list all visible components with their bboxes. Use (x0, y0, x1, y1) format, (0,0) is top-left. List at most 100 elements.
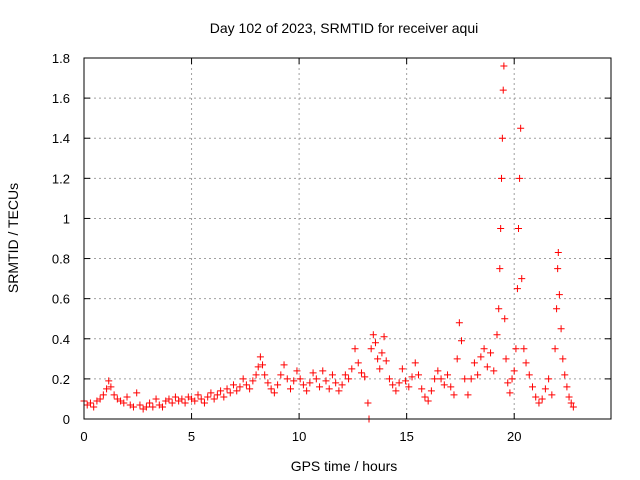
data-point (249, 377, 257, 385)
data-point (213, 391, 221, 399)
data-point (545, 375, 553, 383)
x-axis-label: GPS time / hours (291, 458, 398, 474)
data-point (293, 367, 301, 375)
data-point (242, 381, 250, 389)
data-point (142, 403, 150, 411)
data-point (424, 397, 432, 405)
y-tick-label: 1.6 (52, 91, 70, 106)
y-axis-label: SRMTID / TECUs (5, 183, 21, 293)
data-point (447, 383, 455, 391)
y-tick-label: 1.8 (52, 51, 70, 66)
data-point (553, 305, 561, 313)
data-point (504, 379, 512, 387)
y-tick-label: 0.8 (52, 252, 70, 267)
data-point (515, 224, 523, 232)
data-point (197, 395, 205, 403)
data-point (220, 393, 228, 401)
data-point (498, 174, 506, 182)
data-point (474, 371, 482, 379)
data-point (502, 355, 510, 363)
data-point (354, 359, 362, 367)
data-point (495, 305, 503, 313)
data-point (555, 291, 563, 299)
data-point (107, 383, 115, 391)
data-point (264, 379, 272, 387)
data-point (168, 399, 176, 407)
data-point (490, 367, 498, 375)
y-tick-label: 0 (63, 412, 70, 427)
data-point (382, 357, 390, 365)
data-point (477, 353, 485, 361)
data-point (538, 395, 546, 403)
data-point (464, 391, 472, 399)
data-point (226, 389, 234, 397)
data-point (129, 403, 137, 411)
data-point (493, 331, 501, 339)
data-point (252, 371, 260, 379)
data-point (541, 385, 549, 393)
data-point (376, 365, 384, 373)
data-point (380, 333, 388, 341)
data-point (338, 381, 346, 389)
data-point (371, 339, 379, 347)
data-point (178, 395, 186, 403)
y-tick-label: 1 (63, 211, 70, 226)
data-point (408, 373, 416, 381)
data-point (357, 369, 365, 377)
chart-title: Day 102 of 2023, SRMTID for receiver aqu… (210, 20, 478, 36)
data-point (374, 355, 382, 363)
x-tick-label: 20 (507, 429, 521, 444)
y-tick-label: 0.6 (52, 292, 70, 307)
data-point (223, 385, 231, 393)
data-point (470, 359, 478, 367)
data-point (405, 383, 413, 391)
data-point (567, 399, 575, 407)
data-point (398, 365, 406, 373)
data-point (103, 385, 111, 393)
data-point (431, 375, 439, 383)
data-point (517, 124, 525, 132)
data-point (123, 393, 131, 401)
data-point (532, 393, 540, 401)
data-point (487, 349, 495, 357)
data-point (500, 62, 508, 70)
data-point (561, 371, 569, 379)
data-point (207, 389, 215, 397)
data-point (361, 373, 369, 381)
data-point (508, 375, 516, 383)
data-point (559, 355, 567, 363)
data-point (565, 393, 573, 401)
data-point (204, 393, 212, 401)
data-point (236, 383, 244, 391)
data-point (149, 403, 157, 411)
data-point (461, 375, 469, 383)
data-point (105, 377, 113, 385)
data-point (152, 395, 160, 403)
data-point (569, 403, 577, 411)
x-tick-label: 0 (80, 429, 87, 444)
data-point (392, 387, 400, 395)
data-point (453, 355, 461, 363)
data-point (414, 371, 422, 379)
data-point (364, 399, 372, 407)
data-point (351, 345, 359, 353)
data-point (563, 383, 571, 391)
data-point (510, 367, 518, 375)
data-point (421, 393, 429, 401)
data-point (277, 371, 285, 379)
data-point (520, 345, 528, 353)
data-point (322, 377, 330, 385)
plot-frame (83, 57, 612, 420)
data-point (341, 371, 349, 379)
data-point (194, 391, 202, 399)
data-point (217, 387, 225, 395)
data-point (554, 265, 562, 273)
data-point (501, 315, 509, 323)
data-point (450, 391, 458, 399)
data-point (348, 365, 356, 373)
data-point (280, 361, 288, 369)
data-point (518, 275, 526, 283)
data-point (367, 345, 375, 353)
data-point (200, 399, 208, 407)
